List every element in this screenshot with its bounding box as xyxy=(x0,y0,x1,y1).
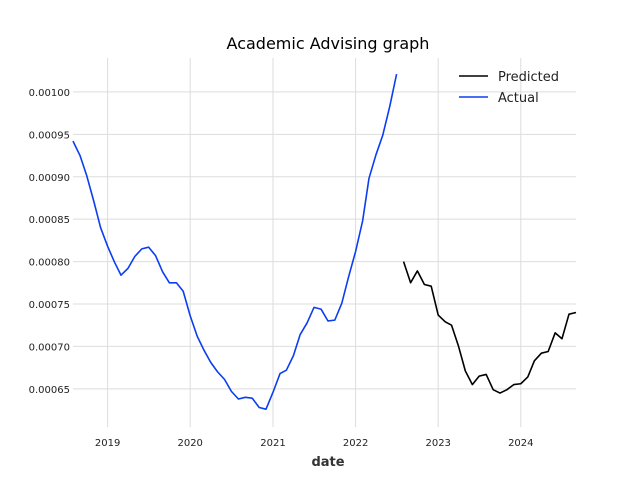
y-tick-label: 0.00085 xyxy=(29,215,70,226)
y-tick-label: 0.00075 xyxy=(29,300,70,311)
chart-title: Academic Advising graph xyxy=(227,34,430,53)
y-axis-ticks: 0.00065 0.00070 0.00075 0.00080 0.00085 0.000… xyxy=(29,88,70,396)
legend-label-actual: Actual xyxy=(498,91,539,106)
grid xyxy=(73,58,576,427)
x-tick-label: 2019 xyxy=(95,438,120,449)
legend-label-predicted: Predicted xyxy=(498,70,559,85)
series-line-actual xyxy=(72,73,398,410)
x-axis-label: date xyxy=(311,455,344,470)
legend: Predicted Actual xyxy=(459,70,559,106)
x-axis-ticks: 2019 2020 2021 2022 2023 2024 xyxy=(95,438,534,449)
y-tick-label: 0.00090 xyxy=(29,173,70,184)
x-tick-label: 2021 xyxy=(260,438,285,449)
x-tick-label: 2024 xyxy=(508,438,533,449)
y-tick-label: 0.00065 xyxy=(29,385,70,396)
x-tick-label: 2022 xyxy=(343,438,368,449)
x-tick-label: 2020 xyxy=(177,438,202,449)
series-line-predicted xyxy=(402,261,577,394)
x-tick-label: 2023 xyxy=(425,438,450,449)
y-tick-label: 0.00070 xyxy=(29,342,70,353)
y-tick-label: 0.00095 xyxy=(29,130,70,141)
y-tick-label: 0.00080 xyxy=(29,258,70,269)
y-tick-label: 0.00100 xyxy=(29,88,70,99)
series-lines xyxy=(72,73,577,410)
